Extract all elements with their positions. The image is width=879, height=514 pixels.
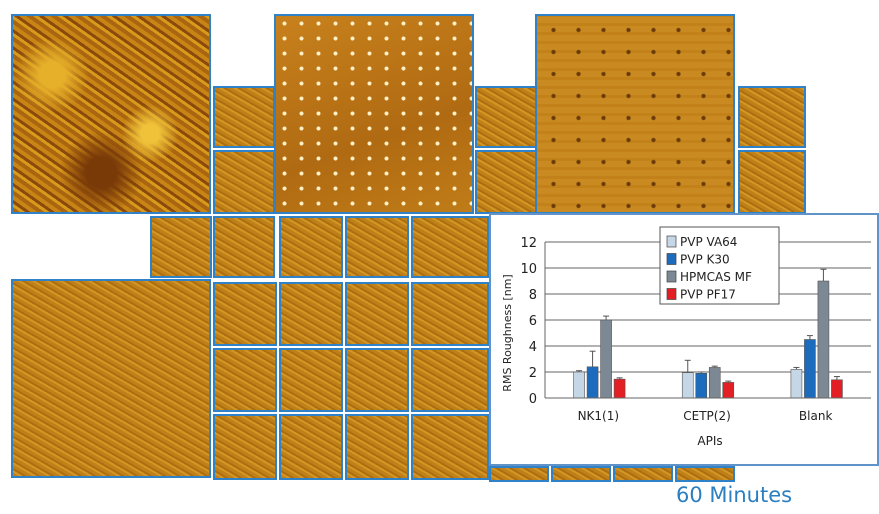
afm-tile — [345, 216, 409, 278]
bar — [573, 371, 585, 399]
afm-tile — [150, 216, 212, 278]
afm-tile — [345, 348, 409, 412]
bar — [817, 280, 830, 399]
x-tick-label: Blank — [799, 409, 833, 423]
y-tick-label: 6 — [529, 314, 537, 329]
x-tick-label: CETP(2) — [683, 409, 731, 423]
roughness-bar-chart: 0 2 4 6 8 10 12 NK1(1) CETP(2) Blank RMS Roughnes… — [501, 226, 871, 448]
legend-box — [659, 226, 780, 305]
bar — [831, 379, 843, 399]
afm-tile — [213, 86, 275, 148]
chart-axes: 0 2 4 6 8 10 12 NK1(1) CETP(2) Blank — [520, 236, 871, 423]
x-tick-label: NK1(1) — [578, 409, 619, 423]
afm-tile — [411, 282, 489, 346]
afm-tile — [213, 282, 277, 346]
afm-tile — [613, 466, 673, 482]
y-axis-title: RMS Roughness [nm] — [501, 274, 514, 391]
bar — [613, 378, 626, 399]
time-caption: 60 Minutes — [676, 483, 793, 507]
chart-bars — [573, 268, 843, 399]
y-tick-label: 0 — [529, 392, 537, 407]
bar — [804, 339, 816, 399]
chart-legend: PVP VA64 PVP K30 HPMCAS MF PVP PF17 — [659, 226, 780, 305]
afm-tile — [411, 414, 489, 480]
afm-tile — [411, 216, 489, 278]
afm-tile — [738, 150, 806, 214]
afm-tile — [411, 348, 489, 412]
x-axis-title: APIs — [697, 434, 722, 448]
legend-swatch — [666, 235, 677, 248]
bar — [600, 319, 612, 399]
afm-tile — [535, 14, 735, 214]
legend-label: PVP VA64 — [680, 235, 737, 249]
legend-swatch — [666, 288, 677, 300]
y-tick-label: 12 — [520, 236, 537, 251]
legend-swatch — [666, 270, 677, 283]
afm-tile — [274, 14, 474, 214]
afm-tile — [475, 86, 537, 148]
y-tick-label: 2 — [529, 366, 537, 381]
afm-tile — [279, 348, 343, 412]
afm-tile — [738, 86, 806, 148]
bar — [790, 369, 803, 399]
afm-tile — [551, 466, 611, 482]
afm-tile — [279, 282, 343, 346]
afm-tile — [11, 279, 211, 478]
bar — [695, 373, 708, 399]
afm-tile — [11, 14, 211, 214]
afm-tile — [279, 216, 343, 278]
legend-label: HPMCAS MF — [680, 270, 752, 284]
legend-label: PVP K30 — [680, 253, 730, 267]
afm-tile — [213, 216, 275, 278]
bar — [708, 367, 721, 399]
afm-tile — [475, 150, 537, 214]
bar — [681, 372, 694, 399]
y-tick-label: 4 — [529, 340, 537, 355]
afm-tile — [213, 414, 277, 480]
y-tick-label: 10 — [520, 262, 537, 277]
legend-swatch — [666, 253, 677, 265]
afm-tile — [345, 414, 409, 480]
roughness-chart-panel: 0 2 4 6 8 10 12 NK1(1) CETP(2) Blank RMS Roughnes… — [489, 213, 879, 466]
bar — [722, 382, 735, 399]
afm-tile — [345, 282, 409, 346]
afm-tile — [279, 414, 343, 480]
afm-tile — [489, 466, 549, 482]
legend-label: PVP PF17 — [680, 288, 736, 302]
y-tick-label: 8 — [529, 288, 537, 303]
bar — [586, 366, 599, 399]
afm-tile — [675, 466, 735, 482]
afm-tile — [213, 150, 275, 214]
afm-tile — [213, 348, 277, 412]
